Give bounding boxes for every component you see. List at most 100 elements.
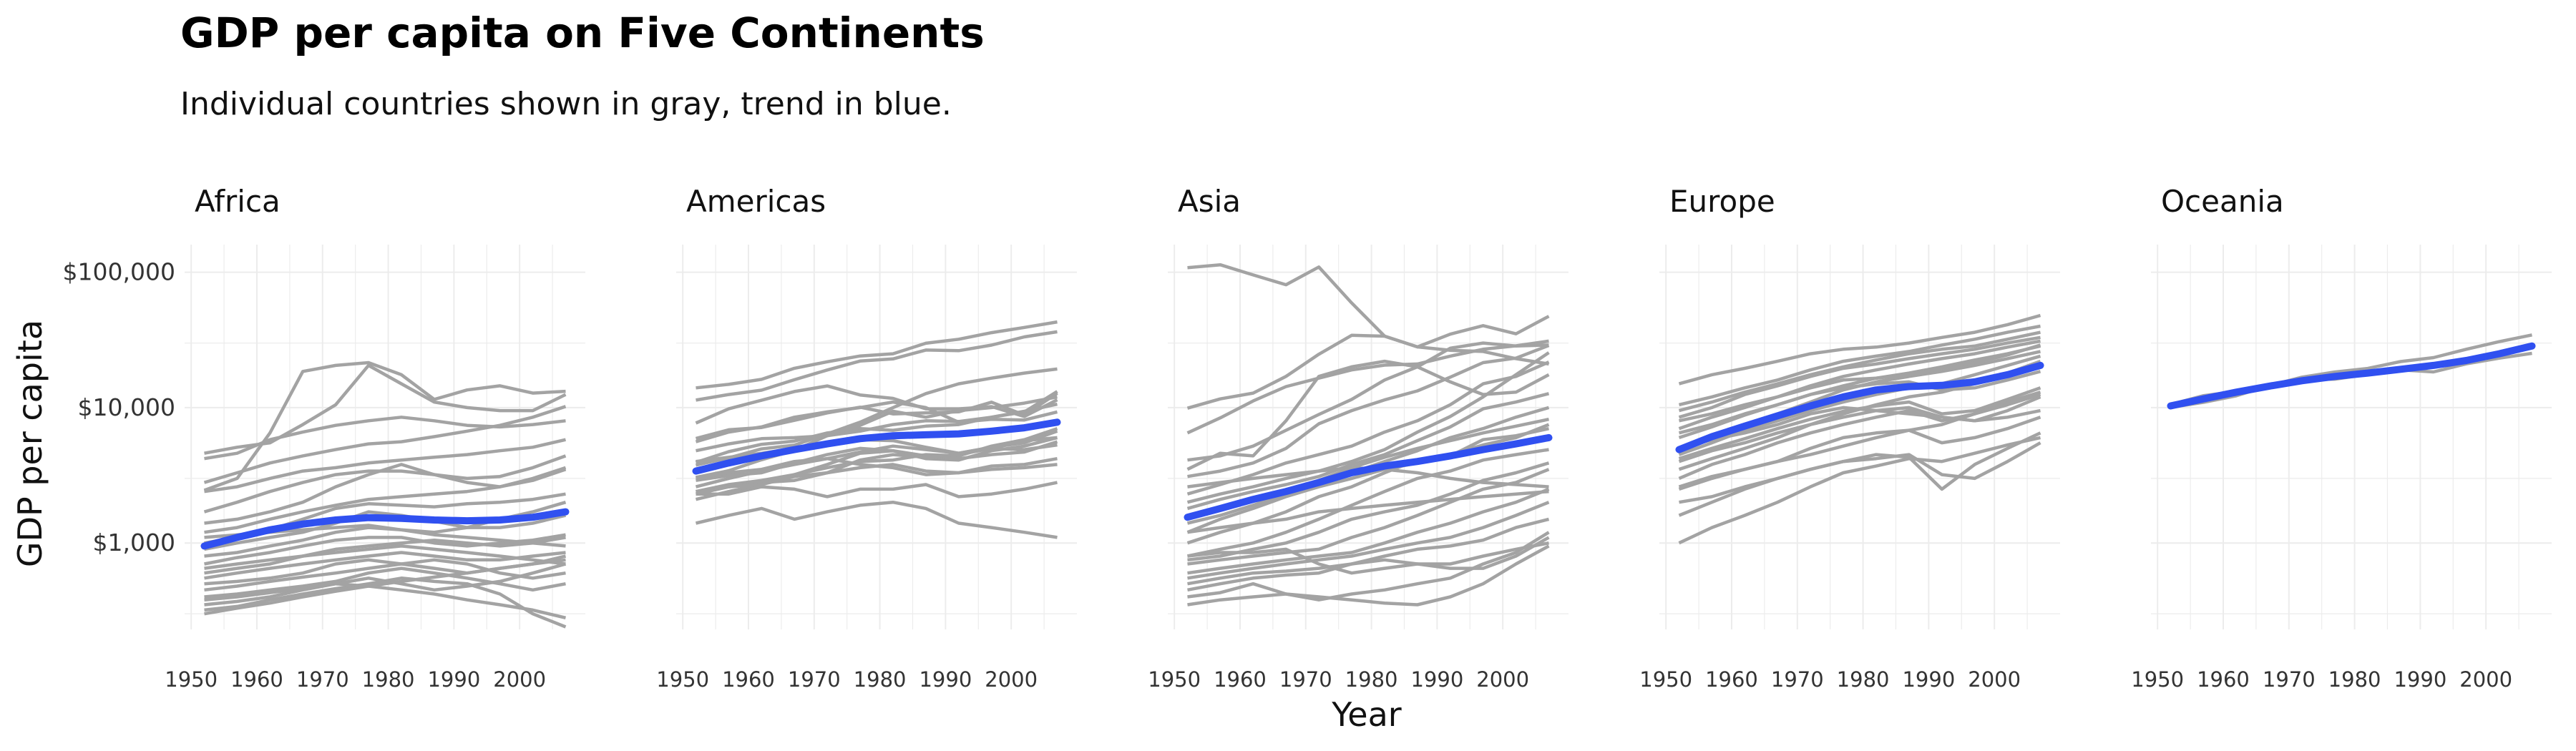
country-line: [204, 576, 567, 629]
country-line: [1187, 517, 1550, 586]
country-line: [1679, 441, 2041, 504]
country-line: [204, 554, 567, 616]
country-line: [1679, 343, 2041, 423]
trend-line: [200, 508, 570, 550]
trend-line: [1184, 433, 1553, 521]
country-line: [696, 443, 1058, 494]
country-line: [696, 367, 1058, 467]
country-line: [1186, 423, 1550, 534]
chart-title: GDP per capita on Five Continents: [180, 9, 985, 57]
x-tick-label: 1980: [362, 667, 415, 692]
country-line: [695, 400, 1058, 443]
x-tick-label: 1990: [427, 667, 480, 692]
country-line: [1187, 448, 1549, 558]
country-line: [1678, 335, 2041, 419]
country-line: [696, 440, 1058, 494]
x-tick-label: 1960: [1214, 667, 1267, 692]
country-line: [1187, 343, 1550, 478]
facet-label: Asia: [1178, 184, 1241, 219]
x-tick-label: 1960: [2197, 667, 2250, 692]
country-line: [696, 456, 1058, 481]
x-tick-label: 1970: [1279, 667, 1332, 692]
country-line: [1186, 417, 1549, 525]
x-tick-label: 1980: [2328, 667, 2381, 692]
country-line: [1187, 262, 1550, 349]
facet-asia: Asia 1950 1960 1970 1980 1990 2000: [1148, 184, 1568, 692]
country-line: [696, 481, 1058, 499]
x-tick-label: 1990: [2394, 667, 2446, 692]
facet-americas: Americas 1950 1960 1970 1980 1990 2000: [656, 184, 1077, 692]
country-line: [696, 402, 1058, 453]
facet-label: Oceania: [2161, 184, 2284, 219]
country-line: [203, 405, 567, 484]
country-line: [1187, 544, 1550, 607]
country-line: [1678, 431, 2041, 517]
x-tick-label: 1950: [1639, 667, 1692, 692]
x-tick-label: 1950: [1148, 667, 1201, 692]
facet-oceania: Oceania 1950 1960 1970 1980 1990 2000: [2131, 184, 2552, 692]
x-tick-label: 1970: [2263, 667, 2316, 692]
country-line: [1187, 536, 1550, 592]
x-tick-label: 1960: [230, 667, 283, 692]
country-line: [204, 536, 566, 575]
country-line: [204, 466, 567, 534]
x-tick-label: 1970: [788, 667, 841, 692]
country-line: [204, 510, 567, 551]
y-axis-title: GDP per capita: [11, 320, 49, 567]
facet-label: Americas: [686, 184, 826, 219]
country-line: [1187, 501, 1550, 580]
country-line: [1187, 487, 1550, 575]
trend-line: [2167, 342, 2536, 410]
facet-europe: Europe 1950 1960 1970 1980 1990 2000: [1639, 184, 2060, 692]
country-line: [1678, 370, 2041, 435]
country-line: [204, 363, 567, 455]
country-line: [1678, 313, 2041, 386]
x-tick-label: 1960: [1705, 667, 1758, 692]
country-line: [204, 581, 567, 619]
country-line: [204, 544, 566, 570]
country-line: [1678, 354, 2041, 456]
x-tick-label: 1980: [1345, 667, 1398, 692]
x-tick-label: 2000: [985, 667, 1038, 692]
country-line: [1678, 324, 2041, 407]
country-line: [1187, 461, 1550, 562]
country-line: [1186, 392, 1550, 511]
country-line: [204, 551, 566, 580]
country-line: [1187, 341, 1549, 462]
x-tick-label: 2000: [1968, 667, 2021, 692]
facet-label: Africa: [195, 184, 280, 219]
facet-africa: Africa 1950 1960 1970 1980 1990 2000: [165, 184, 585, 692]
country-line: [1186, 360, 1550, 496]
facet-label: Europe: [1669, 184, 1775, 219]
x-tick-label: 1950: [165, 667, 218, 692]
country-line: [1186, 333, 1549, 410]
country-line: [1187, 468, 1550, 566]
country-line: [695, 429, 1058, 489]
x-tick-label: 2000: [493, 667, 546, 692]
country-line: [1186, 351, 1550, 504]
x-tick-label: 1970: [296, 667, 349, 692]
country-line: [204, 566, 566, 599]
country-line: [1678, 386, 2041, 461]
country-line: [204, 416, 566, 461]
x-axis-title: Year: [1331, 695, 1401, 734]
country-line: [695, 500, 1058, 539]
x-tick-label: 1990: [1410, 667, 1463, 692]
facet-panels: $1,000 $10,000 $100,000 Africa 1950 1960 1970 1…: [63, 184, 2552, 692]
x-tick-label: 1950: [2131, 667, 2184, 692]
y-tick-label: $10,000: [78, 393, 175, 421]
country-line: [1187, 541, 1549, 575]
x-tick-label: 1990: [1902, 667, 1955, 692]
x-tick-label: 1960: [722, 667, 775, 692]
y-tick-label: $1,000: [93, 529, 175, 556]
x-tick-label: 2000: [1476, 667, 1529, 692]
chart-subtitle: Individual countries shown in gray, tren…: [180, 86, 952, 122]
x-tick-label: 1950: [656, 667, 709, 692]
country-line: [1678, 339, 2041, 431]
country-line: [696, 395, 1058, 479]
country-line: [204, 533, 566, 566]
x-tick-label: 2000: [2459, 667, 2512, 692]
x-tick-label: 1980: [854, 667, 907, 692]
x-tick-label: 1970: [1771, 667, 1824, 692]
